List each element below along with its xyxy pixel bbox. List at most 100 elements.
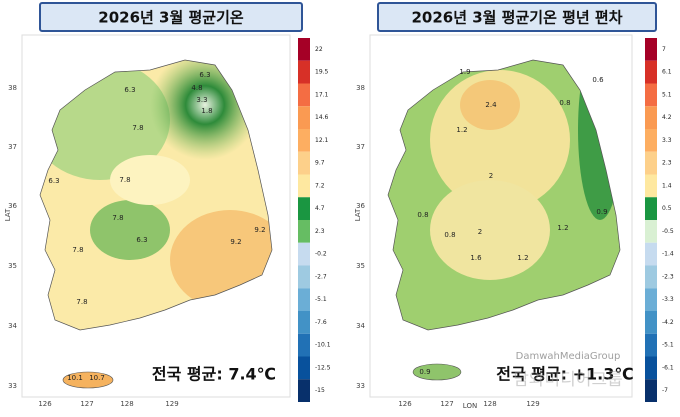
jeju bbox=[412, 363, 462, 381]
contour-label: 9.2 bbox=[230, 238, 241, 246]
colorbar-segment bbox=[645, 356, 657, 380]
lon-tick-label: 128 bbox=[120, 400, 133, 408]
colorbar-label: -4.2 bbox=[662, 319, 674, 326]
colorbar-segment bbox=[298, 242, 310, 266]
lat-tick-label: 38 bbox=[356, 84, 365, 92]
contour-label: 6.3 bbox=[199, 71, 210, 79]
contour-label: 1.8 bbox=[201, 107, 212, 115]
colorbar-segment bbox=[645, 197, 657, 220]
title: 2026년 3월 평균기온 bbox=[98, 9, 244, 27]
colorbar-label: -0.2 bbox=[315, 251, 327, 258]
y-axis-label: LAT bbox=[4, 208, 12, 221]
contour-label: 7.8 bbox=[112, 214, 123, 222]
average-text: 전국 평균: 7.4℃ bbox=[152, 365, 276, 384]
lon-tick-label: 129 bbox=[526, 400, 539, 408]
colorbar-label: 2.3 bbox=[662, 160, 672, 167]
map-fill bbox=[40, 60, 272, 330]
colorbar-segment bbox=[298, 356, 310, 380]
colorbar-label: -2.3 bbox=[662, 273, 674, 280]
colorbar-label: -6.1 bbox=[662, 364, 674, 371]
contour-label: 9.2 bbox=[254, 226, 265, 234]
colorbar-label: -3.3 bbox=[662, 296, 674, 303]
contour-label: 4.8 bbox=[191, 84, 202, 92]
lon-tick-label: 126 bbox=[398, 400, 412, 408]
colorbar-label: -10.1 bbox=[315, 342, 331, 349]
title-box bbox=[39, 2, 303, 32]
colorbar-segment bbox=[645, 333, 657, 357]
contour-label: 0.8 bbox=[417, 211, 428, 219]
contour-label: 2 bbox=[478, 228, 482, 236]
lon-tick-label: 127 bbox=[440, 400, 453, 408]
colorbar-segment bbox=[298, 174, 310, 198]
lat-tick-label: 35 bbox=[356, 262, 365, 270]
colorbar-segment bbox=[298, 106, 310, 129]
contour-label: 1.2 bbox=[557, 224, 568, 232]
colorbar-segment bbox=[645, 106, 657, 129]
contour-label: 7.8 bbox=[76, 298, 87, 306]
colorbar-label: 6.1 bbox=[662, 69, 672, 76]
colorbar-label: -7 bbox=[662, 387, 668, 394]
colorbar-label: -1.4 bbox=[662, 251, 674, 258]
contour-label: 2.4 bbox=[485, 101, 497, 109]
colorbar-label: -5.1 bbox=[315, 296, 327, 303]
colorbar-segment bbox=[645, 129, 657, 152]
lat-tick-label: 33 bbox=[8, 382, 17, 390]
colorbar-label: 14.6 bbox=[315, 114, 329, 121]
lat-tick-label: 34 bbox=[356, 322, 365, 330]
colorbar-label: 7.2 bbox=[315, 182, 325, 189]
watermark: 담와미디어그룹 bbox=[513, 370, 622, 390]
colorbar-segment bbox=[298, 38, 310, 61]
contour-label: 7.8 bbox=[72, 246, 83, 254]
lon-tick-label: 128 bbox=[483, 400, 496, 408]
colorbar-label: -5.1 bbox=[662, 342, 674, 349]
colorbar-label: -2.7 bbox=[315, 273, 327, 280]
colorbar-segment bbox=[298, 220, 310, 243]
contour-label: 1.2 bbox=[456, 126, 467, 134]
lon-tick-label: 127 bbox=[80, 400, 93, 408]
colorbar-label: 22 bbox=[315, 46, 323, 53]
colorbar-segment bbox=[298, 83, 310, 107]
contour-label: 0.9 bbox=[596, 208, 607, 216]
title: 2026년 3월 평균기온 평년 편차 bbox=[411, 9, 622, 27]
colorbar-label: 4.7 bbox=[315, 205, 325, 212]
colorbar-label: 1.4 bbox=[662, 182, 672, 189]
lat-tick-label: 37 bbox=[8, 143, 17, 151]
contour-label: 0.9 bbox=[419, 368, 430, 376]
contour-label: 6.3 bbox=[48, 177, 59, 185]
contour-label: 7.8 bbox=[132, 124, 143, 132]
title-box bbox=[377, 2, 657, 32]
x-axis-label: LON bbox=[463, 402, 477, 410]
colorbar-segment bbox=[645, 379, 657, 402]
lat-tick-label: 37 bbox=[356, 143, 365, 151]
contour-label: 6.3 bbox=[136, 236, 147, 244]
colorbar-segment bbox=[298, 197, 310, 220]
colorbar-label: 5.1 bbox=[662, 91, 672, 98]
colorbar-segment bbox=[298, 129, 310, 152]
y-axis-label: LAT bbox=[354, 208, 362, 221]
lon-tick-label: 129 bbox=[165, 400, 178, 408]
contour-label: 7.8 bbox=[119, 176, 130, 184]
contour-label: 10.7 bbox=[89, 374, 105, 382]
contour-label: 1.6 bbox=[470, 254, 482, 262]
colorbar-segment bbox=[298, 60, 310, 84]
contour-label: 1.9 bbox=[459, 68, 470, 76]
lon-tick-label: 126 bbox=[38, 400, 52, 408]
jeju bbox=[62, 371, 114, 389]
colorbar-label: 2.3 bbox=[315, 228, 325, 235]
colorbar-segment bbox=[298, 379, 310, 402]
colorbar-segment bbox=[645, 220, 657, 243]
colorbar-label: 9.7 bbox=[315, 160, 325, 167]
lat-tick-label: 34 bbox=[8, 322, 17, 330]
lat-tick-label: 36 bbox=[8, 202, 17, 210]
colorbar-segment bbox=[645, 288, 657, 311]
colorbar-segment bbox=[645, 151, 657, 175]
colorbar-label: 7 bbox=[662, 46, 666, 53]
lat-tick-label: 35 bbox=[8, 262, 17, 270]
contour-label: 0.6 bbox=[592, 76, 604, 84]
colorbar-label: 17.1 bbox=[315, 91, 329, 98]
watermark: DamwahMediaGroup bbox=[516, 351, 621, 362]
colorbar-segment bbox=[645, 242, 657, 266]
contour-label: 6.3 bbox=[124, 86, 135, 94]
average-text: 전국 평균: +1.3℃ bbox=[496, 365, 634, 384]
